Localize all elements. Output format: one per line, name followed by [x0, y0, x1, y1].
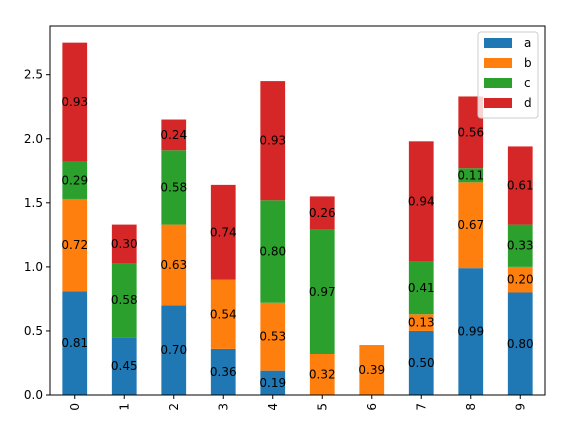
data-label-b-0: 0.72: [61, 238, 88, 252]
legend-label-d: d: [524, 96, 532, 110]
data-label-d-2: 0.24: [160, 128, 187, 142]
bar-segment-a-2: [161, 305, 187, 395]
legend-swatch-c: [484, 78, 512, 88]
bar-segment-d-3: [210, 184, 236, 280]
bar-segment-d-9: [507, 146, 533, 225]
data-label-a-4: 0.19: [259, 376, 286, 390]
data-label-c-1: 0.58: [111, 293, 138, 307]
bar-segment-c-7: [408, 261, 434, 315]
data-label-a-9: 0.80: [507, 337, 534, 351]
data-label-d-5: 0.26: [309, 206, 336, 220]
bar-segment-c-2: [161, 150, 187, 225]
x-tick-label: 8: [464, 403, 478, 411]
bar-segment-a-1: [111, 337, 137, 395]
bars-layer: [62, 42, 533, 395]
y-tick-label: 2.5: [24, 68, 43, 82]
bar-segment-d-5: [309, 196, 335, 230]
x-tick-label: 5: [315, 403, 329, 411]
data-label-d-1: 0.30: [111, 237, 138, 251]
bar-segment-d-1: [111, 224, 137, 264]
bar-segment-a-8: [458, 268, 484, 395]
data-label-d-4: 0.93: [259, 134, 286, 148]
bar-segment-c-0: [62, 161, 88, 199]
legend-label-b: b: [524, 56, 532, 70]
legend-swatch-b: [484, 58, 512, 68]
legend-label-c: c: [524, 76, 531, 90]
bar-segment-d-4: [260, 81, 286, 201]
bar-segment-c-5: [309, 229, 335, 354]
legend-swatch-a: [484, 38, 512, 48]
x-tick-label: 7: [414, 403, 428, 411]
x-tick-label: 2: [167, 403, 181, 411]
bar-segment-b-2: [161, 224, 187, 306]
data-label-d-0: 0.93: [61, 95, 88, 109]
x-tick-label: 9: [513, 403, 527, 411]
bar-segment-d-7: [408, 141, 434, 262]
data-label-b-4: 0.53: [259, 330, 286, 344]
bar-segment-c-4: [260, 200, 286, 303]
x-tick-label: 6: [365, 403, 379, 411]
bar-segment-b-0: [62, 198, 88, 292]
data-label-c-7: 0.41: [408, 281, 435, 295]
bar-segment-a-3: [210, 348, 236, 395]
data-label-b-3: 0.54: [210, 307, 237, 321]
data-label-c-8: 0.11: [457, 168, 484, 182]
bar-segment-d-0: [62, 42, 88, 162]
bar-segment-b-9: [507, 266, 533, 293]
data-label-c-5: 0.97: [309, 285, 336, 299]
x-tick-label: 3: [216, 403, 230, 411]
data-label-c-9: 0.33: [507, 239, 534, 253]
data-label-d-9: 0.61: [507, 179, 534, 193]
bar-segment-b-5: [309, 354, 335, 395]
data-label-b-6: 0.39: [358, 363, 385, 377]
plot-frame: [49, 25, 546, 396]
x-tick-label: 4: [266, 403, 280, 411]
legend-swatch-d: [484, 98, 512, 108]
bar-segment-a-7: [408, 330, 434, 395]
y-tick-label: 1.0: [24, 260, 43, 274]
data-label-a-3: 0.36: [210, 365, 237, 379]
data-label-a-0: 0.81: [61, 336, 88, 350]
bar-segment-a-9: [507, 292, 533, 395]
legend-box: [477, 31, 539, 119]
y-tick-label: 0.0: [24, 388, 43, 402]
bar-segment-c-1: [111, 263, 137, 338]
bar-segment-d-2: [161, 119, 187, 151]
x-tick-label: 0: [68, 403, 82, 411]
data-label-a-8: 0.99: [457, 325, 484, 339]
data-labels-layer: 0.81 0.72 0.29 0.93 0.45 0.58 0.30 0.70 0.63 0.58…: [61, 95, 533, 390]
data-label-b-7: 0.13: [408, 316, 435, 330]
y-tick-label: 2.0: [24, 132, 43, 146]
data-label-b-2: 0.63: [160, 258, 187, 272]
bar-segment-b-7: [408, 314, 434, 331]
data-label-b-9: 0.20: [507, 273, 534, 287]
data-label-d-3: 0.74: [210, 225, 237, 239]
legend-label-a: a: [524, 36, 531, 50]
data-label-d-8: 0.56: [457, 125, 484, 139]
x-axis: 0 1 2 3 4 5 6 7 8 9: [68, 395, 527, 411]
y-tick-label: 0.5: [24, 324, 43, 338]
data-label-a-2: 0.70: [160, 343, 187, 357]
bar-segment-b-6: [359, 345, 385, 395]
bar-segment-a-0: [62, 291, 88, 395]
data-label-d-7: 0.94: [408, 195, 435, 209]
data-label-b-8: 0.67: [457, 218, 484, 232]
bar-segment-a-4: [260, 370, 286, 395]
bar-segment-b-4: [260, 302, 286, 371]
y-axis: 0.0 0.5 1.0 1.5 2.0 2.5: [24, 68, 50, 402]
y-tick-label: 1.5: [24, 196, 43, 210]
data-label-c-4: 0.80: [259, 245, 286, 259]
bar-segment-b-3: [210, 279, 236, 349]
x-tick-label: 1: [117, 403, 131, 411]
bar-segment-b-8: [458, 182, 484, 269]
data-label-a-1: 0.45: [111, 359, 138, 373]
data-label-c-2: 0.58: [160, 180, 187, 194]
data-label-b-5: 0.32: [309, 368, 336, 382]
data-label-c-0: 0.29: [61, 173, 88, 187]
data-label-a-7: 0.50: [408, 356, 435, 370]
bar-segment-c-8: [458, 168, 484, 183]
bar-segment-c-9: [507, 224, 533, 267]
